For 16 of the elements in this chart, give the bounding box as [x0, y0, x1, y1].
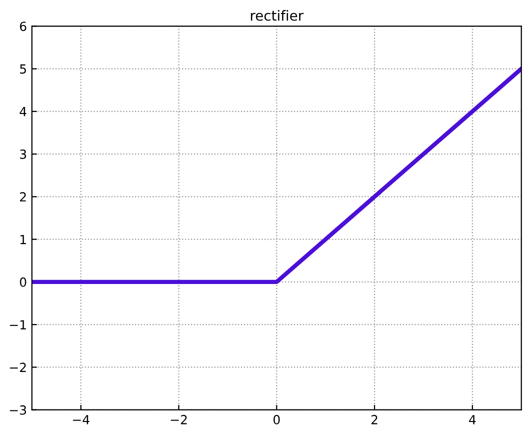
y-tick-label: 6 [20, 22, 26, 32]
y-tick-label: −3 [10, 405, 26, 415]
y-tick-label: 5 [20, 64, 26, 74]
y-tick-label: −1 [10, 320, 26, 330]
y-tick-label: 2 [20, 192, 26, 202]
x-tick-label: 2 [371, 414, 378, 424]
x-tick-label: 4 [469, 415, 476, 424]
x-tick-label: 0 [273, 414, 280, 424]
x-tick-label: −4 [72, 415, 90, 424]
y-tick-label: 0 [20, 277, 26, 287]
x-tick-label: −2 [170, 414, 187, 424]
y-tick-label: 1 [20, 234, 26, 244]
y-tick-label: 4 [20, 107, 26, 116]
chart-title: rectifier [250, 10, 304, 21]
y-tick-label: −2 [10, 362, 26, 372]
y-tick-label: 3 [20, 150, 26, 159]
